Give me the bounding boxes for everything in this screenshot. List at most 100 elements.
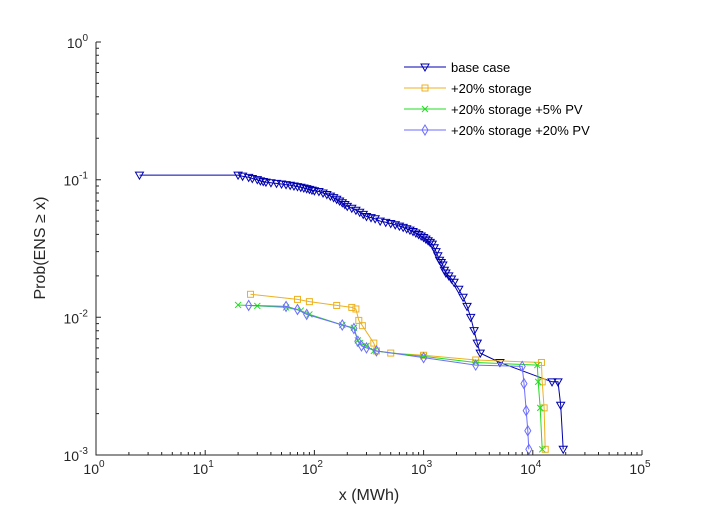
series-4-point-17 — [525, 443, 533, 456]
series-4-point-7 — [354, 335, 362, 348]
axes-layer — [95, 41, 643, 456]
legend-item-2: +20% storage — [404, 81, 532, 96]
y-tick-label-2: 10-2 — [64, 308, 89, 326]
series-1 — [134, 171, 569, 455]
series-2-point-6 — [352, 305, 360, 313]
series-1-point-74 — [475, 349, 486, 359]
series-4-point-10 — [372, 344, 381, 357]
y-tick-label-4: 100 — [67, 33, 89, 51]
series-1-point-78 — [555, 401, 566, 411]
series-3-point-15 — [534, 378, 542, 386]
series-4-point-6 — [350, 322, 358, 335]
series-1-point-10 — [266, 179, 276, 188]
series-4-point-12 — [472, 359, 480, 372]
series-1-point-40 — [375, 217, 386, 227]
series-4-line — [248, 304, 530, 450]
series-1-point-79 — [558, 445, 569, 455]
y-axis-title: Prob(ENS ≥ x) — [32, 196, 49, 299]
series-2-point-1 — [247, 290, 255, 298]
series-2-point-2 — [293, 295, 301, 303]
series-1-point-1 — [134, 171, 145, 181]
series-4-point-13 — [518, 360, 526, 373]
x-tick-label-1: 100 — [83, 459, 105, 477]
series-1-point-46 — [401, 225, 412, 234]
series-1-point-23 — [314, 188, 324, 197]
x-tick-label-5: 104 — [520, 459, 542, 477]
legend-marker-2 — [421, 84, 429, 92]
series-3-point-17 — [538, 445, 546, 453]
legend-label-3: +20% storage +5% PV — [451, 102, 583, 117]
legend-item-3: +20% storage +5% PV — [404, 102, 583, 117]
x-tick-label-6: 105 — [629, 459, 651, 477]
series-4-point-11 — [420, 351, 428, 364]
series-2-point-16 — [540, 404, 548, 412]
series-4-point-4 — [303, 308, 311, 321]
series-1-point-70 — [462, 302, 472, 312]
tick-labels: 100 101 102 103 104 105 10-3 10-2 10-1 100 — [64, 33, 651, 477]
series-4-point-8 — [357, 339, 366, 352]
x-tick-label-2: 101 — [193, 459, 215, 477]
series-4-point-16 — [524, 424, 532, 437]
series-1-point-9 — [261, 178, 271, 188]
series-2-point-8 — [358, 322, 366, 330]
x-axis-title: x (MWh) — [339, 487, 399, 504]
legend-marker-4 — [421, 124, 429, 136]
series-1-point-64 — [441, 269, 451, 278]
series-1-point-71 — [465, 313, 476, 323]
y-tick-label-3: 10-1 — [64, 171, 89, 189]
series-1-point-18 — [298, 184, 309, 194]
series-1-point-35 — [354, 208, 365, 218]
series-2-point-15 — [538, 378, 546, 386]
legend-marker-1 — [420, 63, 430, 73]
series-4 — [245, 299, 533, 456]
series-1-point-67 — [449, 278, 459, 288]
series-1-point-43 — [390, 221, 401, 230]
tick-marks — [95, 41, 643, 456]
legend-box — [398, 55, 634, 143]
series-1-point-21 — [307, 186, 317, 196]
series-4-point-3 — [293, 303, 302, 316]
series-4-point-2 — [282, 300, 290, 313]
y-axis-title-symbol: ≥ — [32, 214, 49, 223]
series-1-point-31 — [339, 201, 350, 210]
series-1-point-59 — [432, 252, 443, 261]
series-4-point-14 — [520, 377, 528, 390]
series-1-point-36 — [358, 210, 369, 220]
series-1-point-17 — [295, 183, 306, 193]
series-1-point-72 — [469, 327, 479, 336]
series-1-point-7 — [255, 177, 266, 186]
series-1-point-58 — [431, 248, 441, 257]
legend-label-1: base case — [451, 60, 510, 75]
legend-item-4: +20% storage +20% PV — [404, 123, 590, 138]
series-2-point-9 — [370, 339, 378, 347]
series-1-point-55 — [425, 238, 436, 248]
series-3-point-10 — [363, 342, 370, 350]
x-tick-label-4: 103 — [411, 459, 433, 477]
y-axis-title-prefix: Prob(ENS — [32, 223, 49, 299]
legend-marker-3 — [421, 105, 429, 113]
series-3-point-14 — [533, 361, 541, 369]
x-tick-label-3: 102 — [302, 459, 324, 477]
series-1-point-33 — [346, 204, 357, 214]
series-1-point-4 — [243, 173, 254, 183]
series-1-point-16 — [292, 183, 303, 192]
legend-label-4: +20% storage +20% PV — [451, 123, 590, 138]
series-1-point-68 — [453, 285, 464, 295]
series-2-point-3 — [305, 298, 313, 306]
series-2-point-5 — [348, 303, 356, 311]
legend-item-1: base case — [404, 60, 510, 75]
series-3-point-16 — [536, 404, 544, 412]
series-1-point-6 — [252, 176, 263, 185]
series-4-point-15 — [522, 404, 530, 417]
y-axis-title-suffix: x) — [32, 196, 49, 214]
series-1-point-34 — [351, 206, 361, 216]
series-4-point-9 — [362, 341, 371, 354]
series-1-point-3 — [237, 172, 248, 182]
series-1-point-62 — [437, 261, 448, 270]
series-1-point-11 — [271, 179, 282, 189]
series-1-point-14 — [285, 181, 296, 191]
series-3-point-1 — [234, 301, 242, 309]
series-2-line — [250, 293, 546, 450]
legend-label-2: +20% storage — [451, 81, 532, 96]
